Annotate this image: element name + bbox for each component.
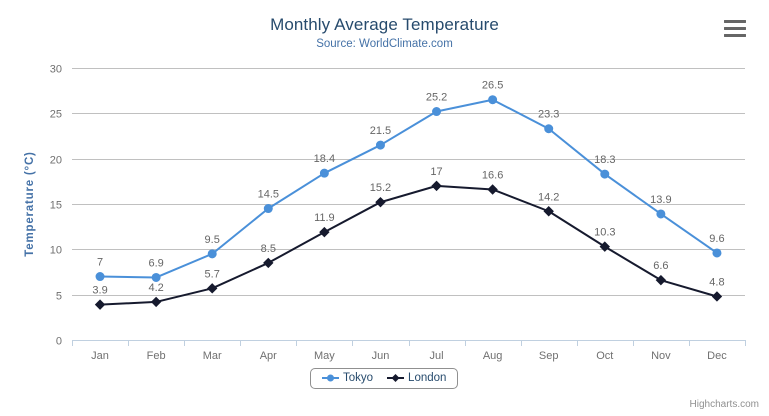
data-point[interactable]: [432, 107, 442, 117]
data-point-label: 13.9: [650, 194, 671, 206]
data-point-label: 4.8: [709, 276, 724, 288]
x-axis-tick-label: Aug: [483, 350, 503, 362]
hamburger-bar: [724, 20, 746, 23]
y-axis-tick-label: 25: [50, 109, 62, 121]
data-point[interactable]: [488, 95, 498, 105]
data-point[interactable]: [600, 169, 610, 179]
x-axis-tick-label: Jun: [372, 350, 390, 362]
data-point-label: 9.5: [205, 234, 220, 246]
chart-legend: Tokyo London: [310, 368, 459, 389]
x-axis-tick-label: Feb: [147, 350, 166, 362]
legend-point: [327, 374, 334, 382]
series-line-london: [99, 184, 718, 306]
data-point[interactable]: [319, 226, 330, 238]
data-point-label: 18.3: [594, 154, 615, 166]
legend-point: [391, 374, 400, 382]
x-axis-tick-label: Apr: [260, 350, 277, 362]
x-axis-tick-label: Sep: [539, 350, 559, 362]
data-point[interactable]: [207, 283, 218, 294]
data-point[interactable]: [263, 204, 273, 214]
data-point[interactable]: [94, 299, 106, 310]
x-axis-tick-label: Mar: [203, 350, 222, 362]
data-point[interactable]: [599, 241, 610, 252]
data-point-label: 16.6: [482, 169, 503, 181]
data-point[interactable]: [319, 168, 329, 178]
data-point-label: 5.7: [205, 268, 220, 280]
data-point-label: 6.9: [148, 257, 163, 269]
data-point[interactable]: [544, 124, 554, 134]
data-point[interactable]: [487, 184, 498, 195]
data-point[interactable]: [375, 196, 386, 208]
hamburger-menu-icon[interactable]: [722, 18, 750, 42]
y-axis-tick-label: 15: [50, 200, 62, 212]
data-point[interactable]: [375, 140, 385, 150]
data-point[interactable]: [712, 248, 722, 258]
data-point-label: 17: [430, 166, 442, 178]
data-point[interactable]: [711, 291, 723, 302]
data-point-label: 21.5: [370, 125, 391, 137]
data-point[interactable]: [207, 249, 217, 259]
data-point-label: 25.2: [426, 92, 447, 104]
data-point-label: 8.5: [261, 243, 276, 255]
y-axis-tick-label: 30: [50, 64, 62, 76]
data-point-label: 15.2: [370, 182, 391, 194]
legend-item-london[interactable]: London: [387, 372, 446, 384]
y-axis-tick-label: 0: [56, 336, 62, 348]
y-axis-title: Temperature (°C): [24, 151, 36, 256]
data-point-label: 6.6: [653, 260, 668, 272]
data-point[interactable]: [656, 209, 666, 219]
series-tokyo: 7 6.9 9.5 14.5 18.4 21.5 25.2 26.5 23.3 18.3 13.9 9…: [95, 80, 725, 282]
data-point[interactable]: [150, 296, 162, 308]
x-axis-tick-label: Dec: [707, 350, 727, 362]
data-point[interactable]: [655, 274, 667, 286]
data-point-label: 14.5: [258, 189, 279, 201]
data-point[interactable]: [543, 206, 554, 217]
legend-label: London: [408, 372, 447, 384]
data-point-label: 11.9: [314, 212, 335, 224]
legend-label: Tokyo: [343, 372, 374, 384]
legend-item-tokyo[interactable]: Tokyo: [322, 372, 373, 384]
chart-title: Monthly Average Temperature: [270, 15, 499, 34]
data-point[interactable]: [263, 257, 274, 269]
data-point-label: 14.2: [538, 191, 559, 203]
data-point[interactable]: [151, 272, 161, 282]
x-axis-tick-label: Jul: [430, 350, 444, 362]
y-axis-tick-label: 10: [50, 245, 62, 257]
data-point-label: 26.5: [482, 80, 503, 92]
data-point-label: 4.2: [148, 282, 163, 294]
x-axis-tick-label: Oct: [596, 350, 613, 362]
data-point-label: 9.6: [709, 233, 724, 245]
legend-marker-diamond: [387, 374, 405, 382]
x-axis-tick-label: Nov: [651, 350, 671, 362]
series-london: 3.9 4.2 5.7 8.5 11.9 15.2 17 16.6 14.2 10.3 6.6 4.8: [92, 166, 725, 310]
y-axis-tick-label: 5: [56, 291, 62, 303]
data-point[interactable]: [95, 272, 105, 282]
data-point-label: 18.4: [314, 153, 335, 165]
legend-marker-circle: [322, 374, 339, 382]
hamburger-bar: [724, 34, 746, 37]
data-point-label: 3.9: [92, 285, 107, 297]
data-point-label: 23.3: [538, 109, 559, 121]
data-point-label: 7: [97, 257, 103, 269]
hamburger-bar: [724, 27, 746, 30]
data-point[interactable]: [431, 180, 442, 192]
data-point-label: 10.3: [594, 227, 615, 239]
y-axis-tick-label: 20: [50, 155, 62, 167]
series-line-tokyo: [99, 98, 718, 279]
x-axis-tick-label: May: [314, 350, 335, 362]
chart-subtitle: Source: WorldClimate.com: [316, 38, 453, 50]
credits-link[interactable]: Highcharts.com: [689, 399, 759, 410]
x-axis-tick-label: Jan: [91, 350, 109, 362]
